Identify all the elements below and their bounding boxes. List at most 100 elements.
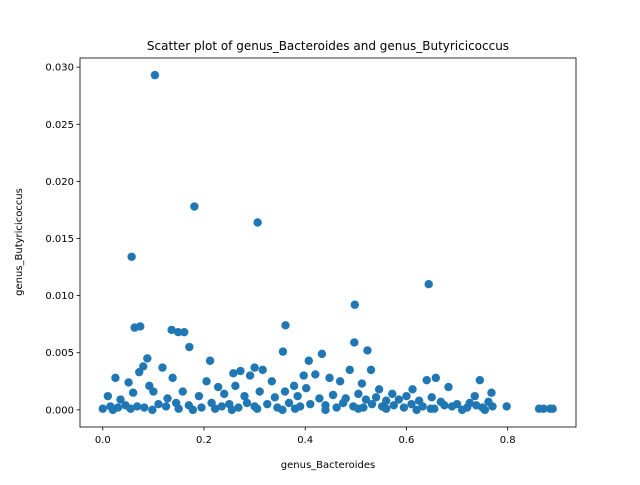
chart-title: Scatter plot of genus_Bacteroides and ge… — [147, 39, 509, 53]
y-tick-label: 0.015 — [45, 234, 74, 245]
data-point — [374, 385, 384, 394]
x-tick-label: 0.0 — [95, 435, 111, 446]
data-point — [350, 300, 360, 309]
data-point — [281, 321, 290, 330]
data-point — [367, 399, 377, 409]
x-tick-label: 0.2 — [196, 435, 212, 446]
data-point — [210, 404, 220, 413]
data-point — [174, 404, 183, 413]
data-point — [548, 404, 557, 413]
data-point — [457, 405, 467, 415]
data-point — [363, 346, 372, 355]
data-point — [124, 378, 133, 387]
data-point — [197, 403, 206, 412]
data-point — [278, 347, 288, 356]
data-point — [158, 363, 167, 372]
data-point — [357, 379, 367, 388]
data-point — [539, 404, 548, 413]
data-point — [424, 279, 433, 289]
data-point — [126, 404, 135, 413]
data-point — [488, 402, 497, 411]
data-point — [440, 401, 449, 410]
data-point — [408, 385, 417, 394]
data-point — [304, 356, 313, 365]
data-point — [263, 399, 272, 409]
data-point — [315, 394, 324, 403]
data-point — [354, 389, 363, 399]
x-axis-label: genus_Bacteroides — [281, 460, 375, 471]
x-tick-label: 0.4 — [297, 435, 313, 446]
data-point — [284, 398, 294, 408]
data-point — [161, 402, 171, 411]
data-point — [470, 391, 479, 401]
data-point — [317, 349, 327, 359]
data-point — [399, 403, 409, 412]
data-point — [149, 387, 158, 396]
y-tick-label: 0.000 — [45, 405, 74, 416]
data-point — [111, 373, 120, 383]
data-point — [242, 398, 252, 408]
data-point — [231, 381, 240, 391]
data-point — [163, 394, 172, 403]
data-point — [127, 252, 136, 261]
data-point — [332, 403, 341, 412]
data-point — [252, 404, 262, 413]
data-point — [293, 391, 302, 401]
data-point — [229, 369, 238, 378]
x-tick-label: 0.6 — [398, 435, 414, 446]
data-point — [321, 405, 330, 415]
data-point — [382, 404, 391, 413]
data-point — [236, 366, 245, 376]
data-point — [135, 367, 144, 377]
data-point — [154, 399, 163, 409]
data-point — [132, 402, 142, 411]
data-point — [173, 327, 183, 337]
data-point — [480, 405, 490, 415]
y-tick-label: 0.025 — [45, 120, 74, 131]
data-point — [487, 388, 496, 397]
data-point — [234, 403, 243, 412]
data-point — [302, 383, 311, 393]
data-point — [255, 387, 264, 396]
data-point — [168, 373, 177, 383]
y-axis-label: genus_Butyricicoccus — [14, 188, 25, 296]
data-point — [143, 354, 152, 363]
plot-area-frame — [79, 57, 577, 428]
data-point — [366, 365, 376, 375]
data-point — [205, 356, 215, 365]
data-point — [431, 373, 441, 383]
data-point — [394, 395, 404, 404]
data-point — [188, 405, 198, 415]
data-point — [194, 391, 204, 401]
data-point — [258, 365, 267, 375]
data-point — [426, 404, 435, 413]
data-point — [108, 405, 118, 415]
data-point — [150, 70, 160, 80]
data-point — [267, 377, 277, 386]
data-point — [299, 371, 308, 380]
data-point — [345, 365, 354, 375]
scatter-points — [98, 70, 557, 415]
x-tick-label: 0.8 — [500, 435, 516, 446]
data-point — [128, 388, 138, 397]
y-tick-label: 0.005 — [45, 348, 74, 359]
data-point — [217, 402, 226, 411]
data-point — [167, 325, 176, 335]
data-point — [335, 377, 345, 386]
data-point — [361, 395, 371, 404]
data-point — [422, 375, 431, 385]
data-point — [338, 398, 348, 408]
data-point — [402, 391, 411, 401]
data-point — [407, 399, 416, 409]
data-point — [502, 402, 511, 411]
data-point — [444, 382, 453, 392]
data-point — [280, 387, 290, 396]
data-point — [354, 404, 363, 413]
data-point — [289, 381, 299, 391]
data-point — [240, 391, 249, 401]
data-point — [136, 322, 145, 331]
data-point — [270, 393, 280, 402]
data-point — [227, 405, 237, 415]
data-point — [213, 382, 223, 392]
